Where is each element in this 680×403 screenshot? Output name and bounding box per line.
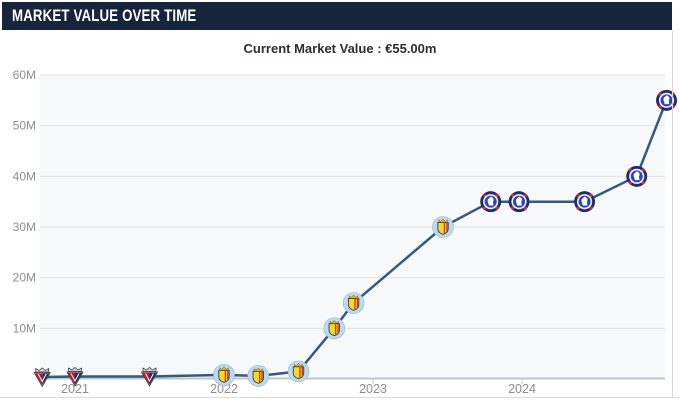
badge-shape (145, 373, 154, 383)
badge-shape (42, 373, 50, 386)
badge-shape (523, 206, 528, 210)
badge-shape (37, 373, 47, 383)
villarreal-shield-icon (437, 221, 449, 235)
crown-icon (35, 367, 50, 373)
data-point-chelsea[interactable] (626, 165, 648, 187)
y-axis-label: 20M (13, 271, 36, 285)
badge-shape (35, 373, 43, 386)
crown-icon (142, 367, 157, 372)
page-title: MARKET VALUE OVER TIME (12, 6, 197, 25)
villarreal-shield-icon (252, 370, 264, 384)
container-bottom-border (0, 397, 680, 398)
crown-icon (68, 367, 82, 372)
chelsea-lion-icon (487, 196, 494, 206)
badge-shape (495, 193, 499, 198)
data-point-chelsea[interactable] (508, 191, 530, 213)
badge-shape (482, 193, 487, 198)
badge-shape (576, 193, 580, 198)
badge-shape (641, 180, 645, 185)
chelsea-lion-icon (581, 196, 588, 206)
badge-shape (495, 206, 499, 210)
x-axis-label: 2022 (210, 382, 238, 396)
y-axis-label: 30M (13, 220, 36, 234)
x-axis-label: 2024 (508, 382, 536, 396)
market-value-line (40, 99, 668, 379)
data-point-villarreal[interactable] (323, 317, 346, 340)
badge-shape (482, 206, 487, 210)
data-point-villarreal[interactable] (213, 364, 235, 386)
villarreal-shield-icon (347, 297, 360, 311)
badge-shape (589, 193, 593, 198)
villarreal-shield-icon (218, 369, 230, 383)
badge-shape (658, 92, 662, 96)
y-axis-label: 50M (13, 119, 36, 133)
data-point-chelsea[interactable] (574, 191, 596, 213)
villarreal-shield-icon (328, 323, 340, 337)
badge-shape (149, 372, 157, 385)
badge-shape (510, 193, 515, 198)
badge-shape (628, 168, 633, 172)
villarreal-shield-icon (292, 366, 305, 380)
data-point-villarreal[interactable] (247, 365, 270, 387)
badge-shape (628, 180, 633, 185)
data-point-chelsea[interactable] (480, 191, 502, 213)
badge-shape (510, 206, 515, 210)
badge-shape (576, 206, 580, 210)
data-point-villarreal[interactable] (432, 216, 454, 238)
data-point-mirandes[interactable] (140, 367, 159, 387)
current-market-value-label: Current Market Value : €55.00m (243, 41, 437, 56)
data-point-chelsea[interactable] (656, 89, 678, 111)
chelsea-lion-icon (515, 196, 522, 206)
y-axis-label: 10M (13, 321, 36, 335)
badge-shape (641, 168, 645, 172)
x-axis-label: 2023 (359, 382, 387, 396)
container-right-border (672, 31, 673, 397)
chelsea-lion-icon (663, 95, 670, 105)
chelsea-lion-icon (633, 171, 640, 181)
badge-shape (142, 372, 150, 385)
data-point-villarreal[interactable] (342, 292, 365, 314)
x-axis-label: 2021 (61, 382, 89, 396)
data-point-mirandes[interactable] (33, 367, 51, 388)
y-axis-label: 60M (13, 68, 36, 82)
y-axis-label: 40M (13, 169, 36, 183)
badge-shape (70, 373, 80, 383)
data-point-mirandes[interactable] (66, 367, 84, 387)
badge-shape (589, 206, 593, 210)
badge-shape (523, 193, 528, 198)
section-header-bar: MARKET VALUE OVER TIME (2, 2, 672, 30)
badge-shape (658, 104, 662, 109)
data-point-villarreal[interactable] (287, 360, 310, 383)
badge-shape (75, 372, 83, 385)
badge-shape (67, 372, 75, 385)
